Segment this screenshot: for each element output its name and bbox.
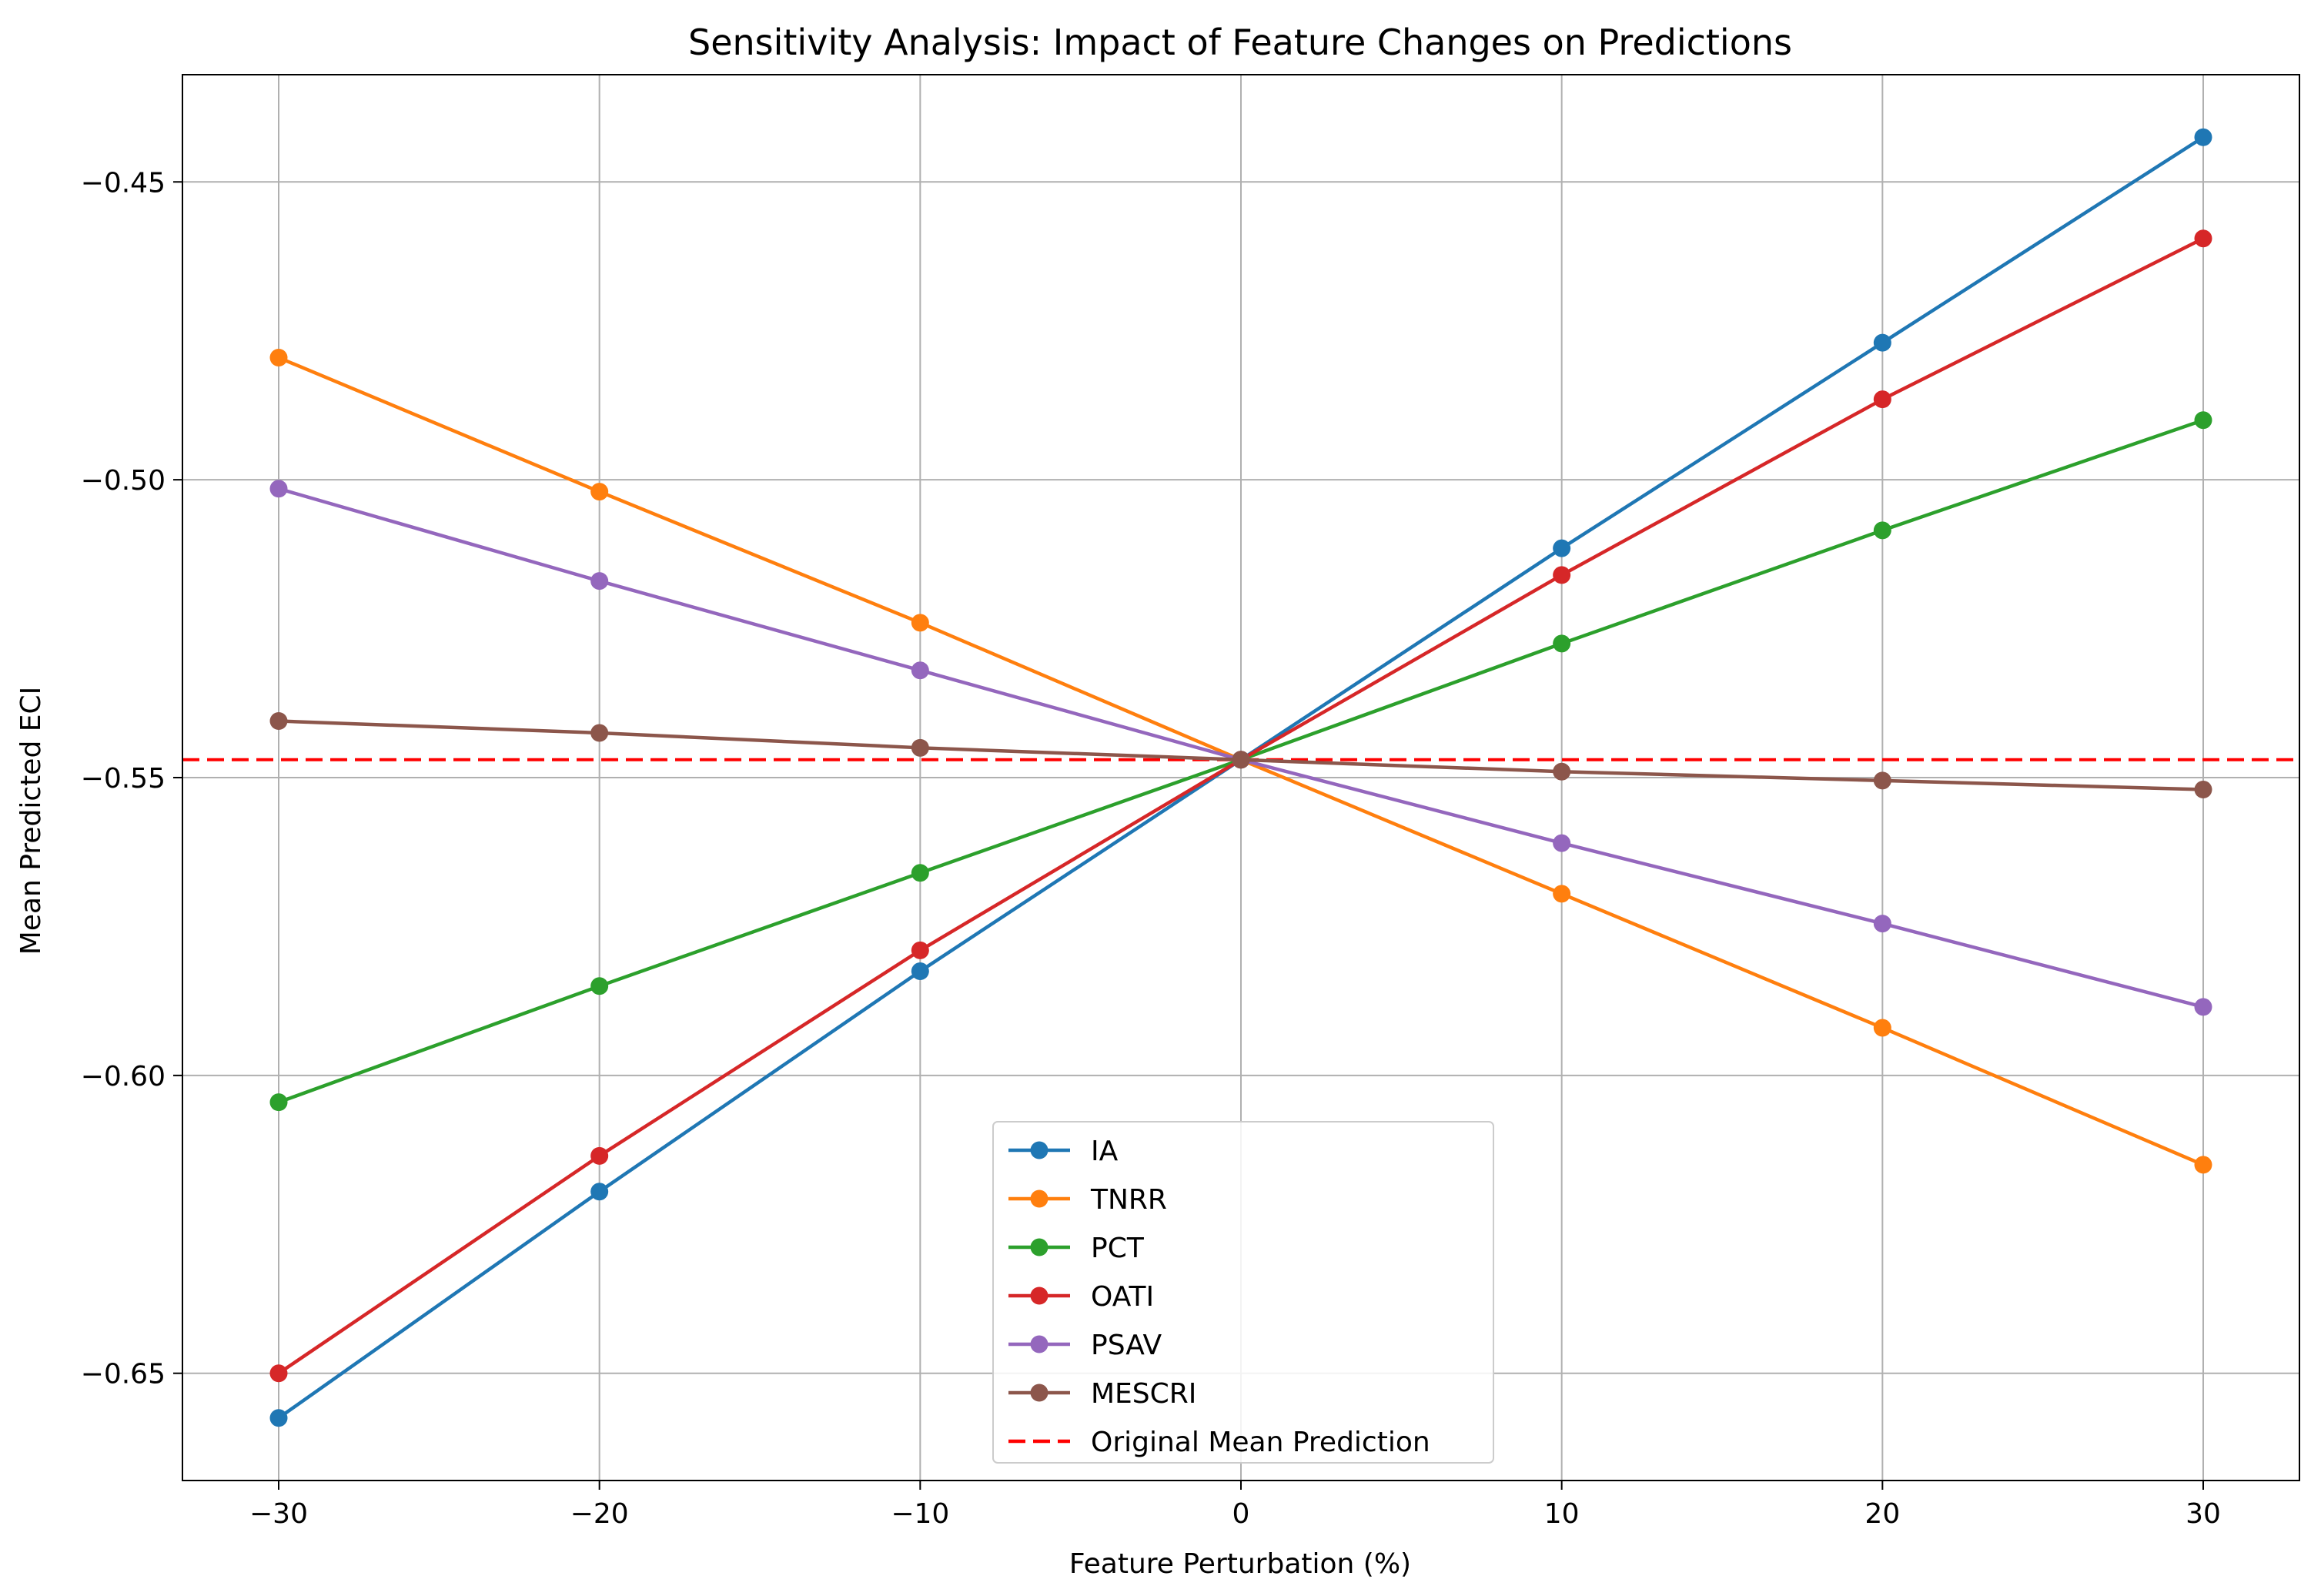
legend-marker (1030, 1189, 1048, 1208)
legend-label: PCT (1091, 1233, 1145, 1264)
data-point (1873, 333, 1891, 352)
y-tick-label: −0.65 (81, 1359, 166, 1390)
grid (182, 75, 2299, 1481)
x-tick-label: 30 (2186, 1498, 2221, 1530)
x-tick-label: 0 (1232, 1498, 1250, 1530)
data-point (269, 1364, 288, 1383)
data-point (590, 724, 609, 742)
data-point (911, 661, 929, 680)
legend-item-mescri: MESCRI (1008, 1378, 1196, 1410)
legend-item-reference: Original Mean Prediction (1008, 1427, 1430, 1458)
data-point (590, 1183, 609, 1201)
legend-item-tnrr: TNRR (1008, 1184, 1167, 1216)
legend-box (992, 1121, 1494, 1464)
data-point (590, 483, 609, 501)
data-point (911, 614, 929, 632)
x-tick-label: −10 (891, 1498, 949, 1530)
chart-title: Sensitivity Analysis: Impact of Feature … (688, 22, 1792, 63)
data-point (1873, 771, 1891, 790)
data-point (1553, 834, 1571, 852)
data-point (2194, 1156, 2212, 1174)
data-point (269, 1093, 288, 1112)
legend: IA TNRR PCT OATI PSAV MESCRI Original Mean Pre… (992, 1121, 1494, 1464)
data-point (2194, 128, 2212, 146)
data-point (269, 1409, 288, 1427)
x-axis-label: Feature Perturbation (%) (1069, 1548, 1411, 1580)
legend-label: Original Mean Prediction (1091, 1427, 1430, 1458)
legend-label: MESCRI (1091, 1378, 1196, 1410)
data-point (1232, 751, 1250, 769)
data-point (911, 941, 929, 959)
data-point (2194, 780, 2212, 798)
legend-marker (1030, 1335, 1048, 1353)
y-tick-label: −0.45 (81, 167, 166, 199)
y-tick-label: −0.60 (81, 1061, 166, 1092)
data-point (911, 864, 929, 882)
axis-ticks: −30 −20 −10 0 10 20 30 −0.65 −0.60 −0.55 −0.50 −0.4… (81, 167, 2221, 1530)
data-point (269, 480, 288, 498)
legend-label: OATI (1091, 1281, 1154, 1313)
y-axis-label: Mean Predicted ECI (15, 687, 47, 955)
data-point (2194, 998, 2212, 1016)
data-point (2194, 411, 2212, 430)
y-tick-label: −0.55 (81, 763, 166, 795)
data-point (1873, 521, 1891, 540)
data-point (590, 1146, 609, 1165)
data-point (1553, 634, 1571, 653)
series-layer (269, 128, 2212, 1427)
legend-marker (1030, 1141, 1048, 1159)
x-tick-label: −30 (249, 1498, 308, 1530)
data-point (1553, 566, 1571, 584)
data-point (911, 738, 929, 757)
legend-marker (1030, 1238, 1048, 1256)
y-tick-label: −0.50 (81, 465, 166, 497)
data-point (1873, 1019, 1891, 1037)
legend-item-ia: IA (1008, 1136, 1119, 1167)
data-point (1553, 762, 1571, 781)
data-point (1873, 915, 1891, 933)
legend-label: IA (1091, 1136, 1119, 1167)
x-tick-label: 10 (1544, 1498, 1580, 1530)
data-point (269, 349, 288, 367)
data-point (911, 962, 929, 980)
data-point (590, 977, 609, 995)
data-point (269, 711, 288, 730)
data-point (1553, 885, 1571, 903)
legend-marker (1030, 1384, 1048, 1402)
series-mescri (269, 711, 2212, 798)
data-point (1873, 390, 1891, 409)
legend-label: PSAV (1091, 1330, 1162, 1361)
legend-item-pct: PCT (1008, 1233, 1145, 1264)
data-point (590, 572, 609, 591)
x-tick-label: 20 (1864, 1498, 1900, 1530)
legend-item-psav: PSAV (1008, 1330, 1162, 1361)
x-tick-label: −20 (570, 1498, 629, 1530)
data-point (2194, 229, 2212, 248)
data-point (1553, 539, 1571, 557)
legend-item-oati: OATI (1008, 1281, 1154, 1313)
legend-marker (1030, 1287, 1048, 1305)
legend-label: TNRR (1090, 1184, 1167, 1216)
